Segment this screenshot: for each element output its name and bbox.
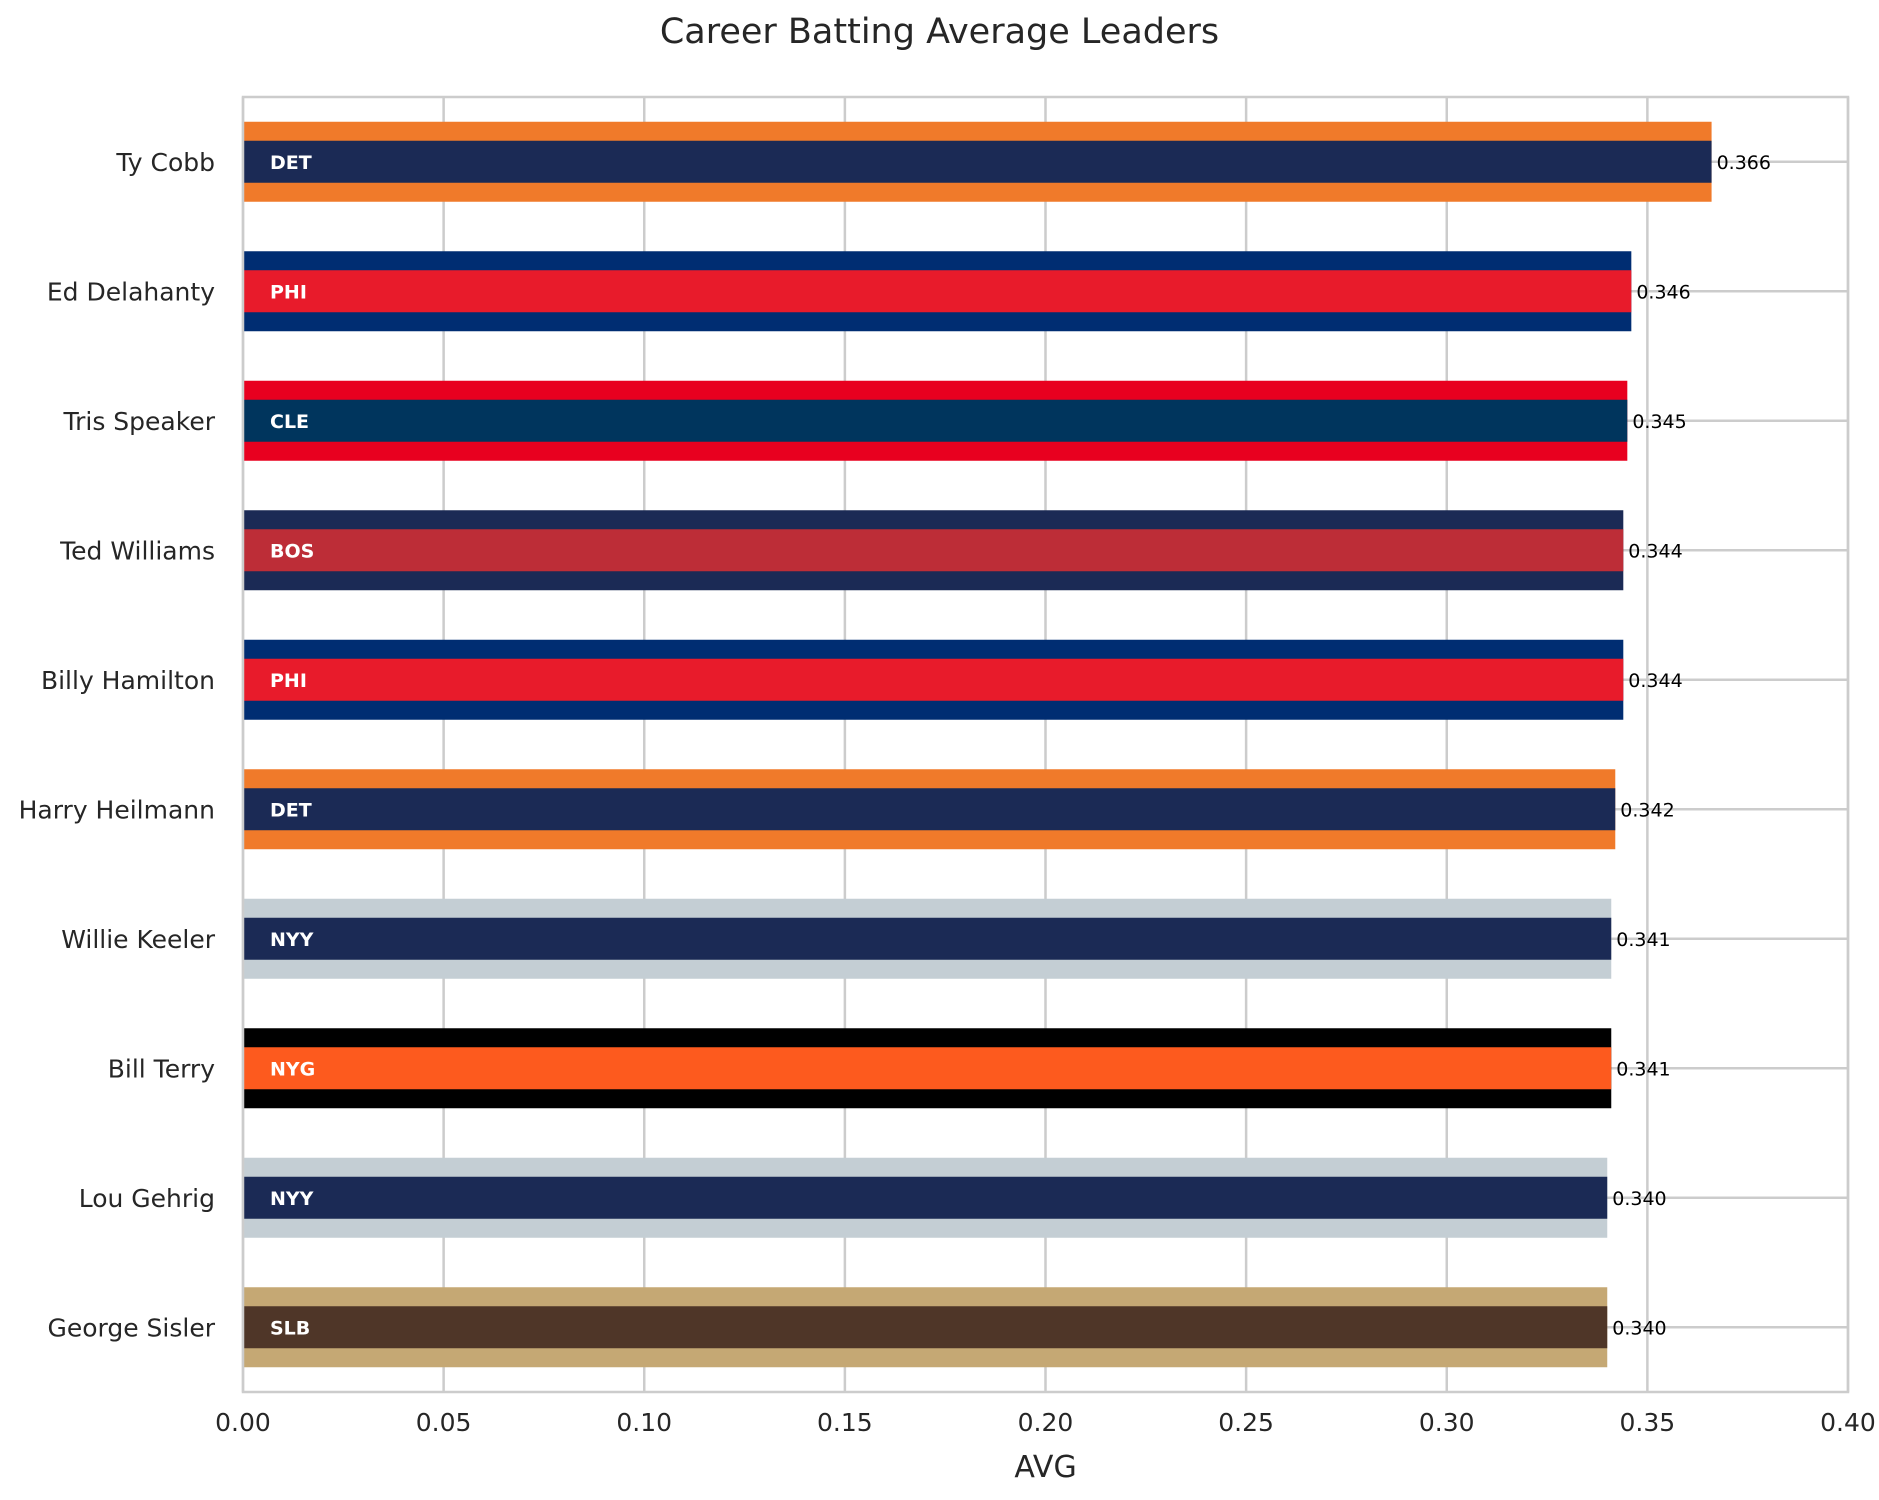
x-tick-label: 0.20 [1018,1408,1074,1437]
value-label: 0.344 [1628,540,1682,562]
plot-frame [241,95,1850,1394]
x-tick-label: 0.35 [1620,1408,1676,1437]
bar-inner [243,1306,1608,1349]
bar-inner [243,658,1624,701]
bar-inner [243,1047,1612,1090]
team-label: SLB [270,1317,310,1339]
bar-inner [243,399,1628,442]
x-tick-label: 0.40 [1820,1408,1876,1437]
player-name-label: Ted Williams [59,536,215,565]
bar-inner [243,529,1624,572]
x-tick-label: 0.00 [215,1408,271,1437]
value-label: 0.340 [1612,1188,1666,1210]
value-label: 0.366 [1717,152,1771,174]
player-name-label: Harry Heilmann [19,795,215,824]
player-name-label: Tris Speaker [63,407,216,436]
y-axis-labels: Ty Cobb Ed Delahanty Tris Speaker Ted Willi… [19,148,216,1343]
x-tick-label: 0.05 [416,1408,472,1437]
team-label: BOS [270,540,314,562]
bars: DET 0.366 PHI 0.346 CLE 0.345 BOS 0.344 PHI 0.344… [243,121,1771,1368]
bar-inner [243,270,1632,313]
team-label: DET [270,152,312,174]
team-label: NYG [270,1058,315,1080]
chart-title: Career Batting Average Leaders [659,12,1220,52]
team-label: CLE [270,411,309,433]
player-name-label: Ed Delahanty [47,277,215,306]
value-label: 0.345 [1632,411,1686,433]
value-label: 0.342 [1620,799,1674,821]
team-label: DET [270,799,312,821]
player-name-label: George Sisler [47,1313,215,1342]
value-label: 0.346 [1636,281,1690,303]
team-label: PHI [270,281,307,303]
x-axis-ticks: 0.00 0.05 0.10 0.15 0.20 0.25 0.30 0.35 0.40 [215,1408,1876,1437]
x-tick-label: 0.25 [1218,1408,1274,1437]
x-tick-label: 0.10 [616,1408,672,1437]
bar-inner [243,788,1616,831]
player-name-label: Billy Hamilton [41,666,215,695]
value-label: 0.341 [1616,1058,1670,1080]
player-name-label: Bill Terry [108,1054,215,1083]
x-tick-label: 0.15 [817,1408,873,1437]
x-tick-label: 0.30 [1419,1408,1475,1437]
x-axis-label: AVG [1014,1450,1076,1485]
value-label: 0.341 [1616,929,1670,951]
player-name-label: Ty Cobb [115,148,215,177]
value-label: 0.344 [1628,670,1682,692]
player-name-label: Lou Gehrig [79,1184,215,1213]
value-label: 0.340 [1612,1317,1666,1339]
team-label: NYY [270,1188,314,1210]
team-label: NYY [270,929,314,951]
team-label: PHI [270,670,307,692]
bar-inner [243,917,1612,960]
player-name-label: Willie Keeler [61,925,216,954]
bar-inner [243,140,1712,183]
bar-inner [243,1176,1608,1219]
